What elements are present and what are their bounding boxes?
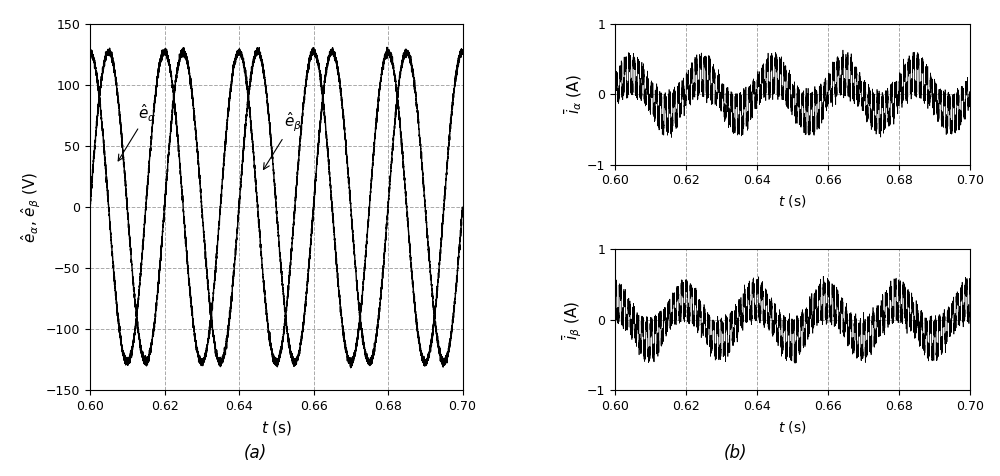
Y-axis label: $\hat{e}_{\alpha}$, $\hat{e}_{\beta}$ (V): $\hat{e}_{\alpha}$, $\hat{e}_{\beta}$ (V… <box>20 171 43 243</box>
Y-axis label: $\bar{i}_{\beta}$ (A): $\bar{i}_{\beta}$ (A) <box>561 300 584 339</box>
Y-axis label: $\bar{i}_{\alpha}$ (A): $\bar{i}_{\alpha}$ (A) <box>563 74 584 114</box>
X-axis label: $t$ (s): $t$ (s) <box>778 193 807 209</box>
Text: $\hat{e}_{\beta}$: $\hat{e}_{\beta}$ <box>263 111 302 169</box>
Text: (b): (b) <box>723 444 747 462</box>
Text: (a): (a) <box>243 444 267 462</box>
X-axis label: $t$ (s): $t$ (s) <box>778 418 807 435</box>
Text: $\hat{e}_{\alpha}$: $\hat{e}_{\alpha}$ <box>118 102 157 161</box>
X-axis label: $t$ (s): $t$ (s) <box>261 418 292 436</box>
